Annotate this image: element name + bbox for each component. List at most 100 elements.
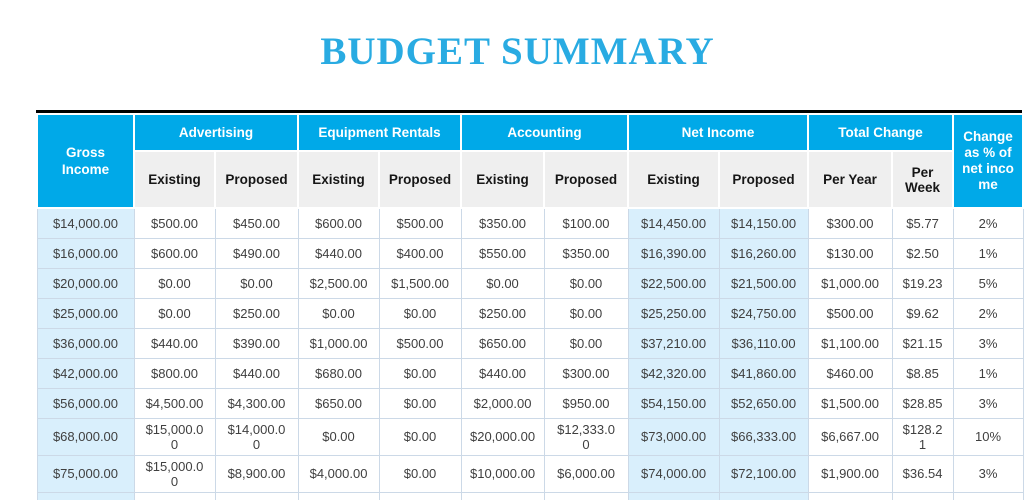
table-cell: $14,000.00 (36, 207, 135, 239)
table-cell: $128.2 1 (891, 417, 954, 456)
table-cell: $54,150.00 (627, 387, 720, 419)
table-cell: $100.00 (543, 207, 629, 239)
table-cell (36, 491, 135, 500)
table-cell (378, 491, 462, 500)
table-cell: $15,000.0 0 (133, 454, 216, 493)
table-row: $14,000.00 $500.00 $450.00 $600.00 $500.00 $3… (36, 207, 1024, 239)
table-cell: $800.00 (133, 357, 216, 389)
table-cell: $440.00 (133, 327, 216, 359)
table-cell: $600.00 (297, 207, 380, 239)
table-cell: $0.00 (297, 417, 380, 456)
table-cell: $20,000.00 (36, 267, 135, 299)
subheader-accounting-existing: Existing (460, 150, 546, 209)
table-cell: $550.00 (460, 237, 545, 269)
table-cell: $22,500.00 (627, 267, 720, 299)
table-cell: $14,000.0 0 (214, 417, 299, 456)
table-cell: $350.00 (543, 237, 629, 269)
table-cell: $37,210.00 (627, 327, 720, 359)
table-cell: $4,300.00 (214, 387, 299, 419)
table-cell: 1% (952, 237, 1024, 269)
subheader-accounting-proposed: Proposed (543, 150, 630, 209)
table-cell: $8.85 (891, 357, 954, 389)
table-cell: $72,100.00 (718, 454, 809, 493)
table-cell: $16,260.00 (718, 237, 809, 269)
table-row: $20,000.00 $0.00 $0.00 $2,500.00 $1,500.00 $0… (36, 267, 1024, 299)
subheader-per-year: Per Year (807, 150, 894, 209)
table-cell: 3% (952, 387, 1024, 419)
table-cell: 1% (952, 357, 1024, 389)
table-cell: $0.00 (460, 267, 545, 299)
table-cell: $1,000.00 (297, 327, 380, 359)
table-cell: $36,000.00 (36, 327, 135, 359)
table-cell: $2,500.00 (297, 267, 380, 299)
table-cell (952, 491, 1024, 500)
table-cell: $950.00 (543, 387, 629, 419)
table-cell: $41,860.00 (718, 357, 809, 389)
table-cell: $36.54 (891, 454, 954, 493)
table-cell: $1,500.00 (807, 387, 893, 419)
subheader-per-week: Per Week (891, 150, 955, 209)
table-cell (214, 491, 299, 500)
header-total-change: Total Change (807, 113, 955, 152)
table-cell: $8,900.00 (214, 454, 299, 493)
table-cell: $350.00 (460, 207, 545, 239)
table-row: $68,000.00 $15,000.0 0 $14,000.0 0 $0.00 $0.… (36, 417, 1024, 456)
table-cell: $2.50 (891, 237, 954, 269)
table-cell: $12,333.0 0 (543, 417, 629, 456)
table-cell: $0.00 (378, 357, 462, 389)
table-cell: $15,000.0 0 (133, 417, 216, 456)
table-cell: $2,000.00 (460, 387, 545, 419)
table-cell: $42,000.00 (36, 357, 135, 389)
table-cell: $0.00 (378, 417, 462, 456)
group-header-row: Gross Income Advertising Equipment Renta… (36, 113, 1025, 209)
table-cell: $25,250.00 (627, 297, 720, 329)
table-cell: $500.00 (378, 207, 462, 239)
table-cell: $24,750.00 (718, 297, 809, 329)
page-title: BUDGET SUMMARY (320, 30, 715, 73)
table-cell (297, 491, 380, 500)
table-cell: $1,500.00 (378, 267, 462, 299)
table-cell: $42,320.00 (627, 357, 720, 389)
table-cell: $450.00 (214, 207, 299, 239)
header-equipment-rentals: Equipment Rentals (297, 113, 463, 152)
table-cell: $400.00 (378, 237, 462, 269)
subheader-advertising-existing: Existing (133, 150, 216, 209)
table-cell: $66,333.00 (718, 417, 809, 456)
table-cell: $68,000.00 (36, 417, 135, 456)
table-cell: $28.85 (891, 387, 954, 419)
table-cell (627, 491, 720, 500)
table-row: $75,000.00 $15,000.0 0 $8,900.00 $4,000.00 $… (36, 454, 1024, 493)
header-gross-income: Gross Income (36, 113, 135, 209)
subheader-netincome-existing: Existing (627, 150, 721, 209)
table-cell: 2% (952, 207, 1024, 239)
table-cell: $25,000.00 (36, 297, 135, 329)
table-cell: $19.23 (891, 267, 954, 299)
table-cell: $1,900.00 (807, 454, 893, 493)
table-cell: $73,000.00 (627, 417, 720, 456)
table-cell: $21,500.00 (718, 267, 809, 299)
table-cell: $680.00 (297, 357, 380, 389)
table-cell: 5% (952, 267, 1024, 299)
table-cell: 3% (952, 327, 1024, 359)
table-cell: $440.00 (460, 357, 545, 389)
table-cell: $0.00 (543, 267, 629, 299)
table-cell (460, 491, 545, 500)
table-cell: $440.00 (214, 357, 299, 389)
header-advertising: Advertising (132, 113, 300, 152)
table-cell: $440.00 (297, 237, 380, 269)
table-cell: $490.00 (214, 237, 299, 269)
table-cell: $10,000.00 (460, 454, 545, 493)
table-cell: $600.00 (133, 237, 216, 269)
table-cell: $500.00 (133, 207, 216, 239)
table-cell: $300.00 (807, 207, 893, 239)
table-cell: $4,000.00 (297, 454, 380, 493)
table-cell: 10% (952, 417, 1024, 456)
table-cell: $0.00 (133, 267, 216, 299)
table-cell: $36,110.00 (718, 327, 809, 359)
table-cell: $74,000.00 (627, 454, 720, 493)
table-cell: $6,667.00 (807, 417, 893, 456)
header-net-income: Net Income (627, 113, 810, 152)
table-cell: $5.77 (891, 207, 954, 239)
table-cell: $56,000.00 (36, 387, 135, 419)
budget-table-container: Gross Income Advertising Equipment Renta… (36, 110, 1025, 500)
